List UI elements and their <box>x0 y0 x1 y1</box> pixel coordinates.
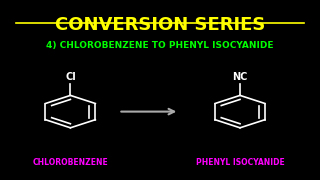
Text: Cl: Cl <box>65 72 76 82</box>
Text: 4) CHLOROBENZENE TO PHENYL ISOCYANIDE: 4) CHLOROBENZENE TO PHENYL ISOCYANIDE <box>46 41 274 50</box>
Text: CHLOROBENZENE: CHLOROBENZENE <box>33 158 108 167</box>
Text: NC: NC <box>232 72 248 82</box>
Text: CONVERSION SERIES: CONVERSION SERIES <box>55 16 265 34</box>
Text: PHENYL ISOCYANIDE: PHENYL ISOCYANIDE <box>196 158 284 167</box>
